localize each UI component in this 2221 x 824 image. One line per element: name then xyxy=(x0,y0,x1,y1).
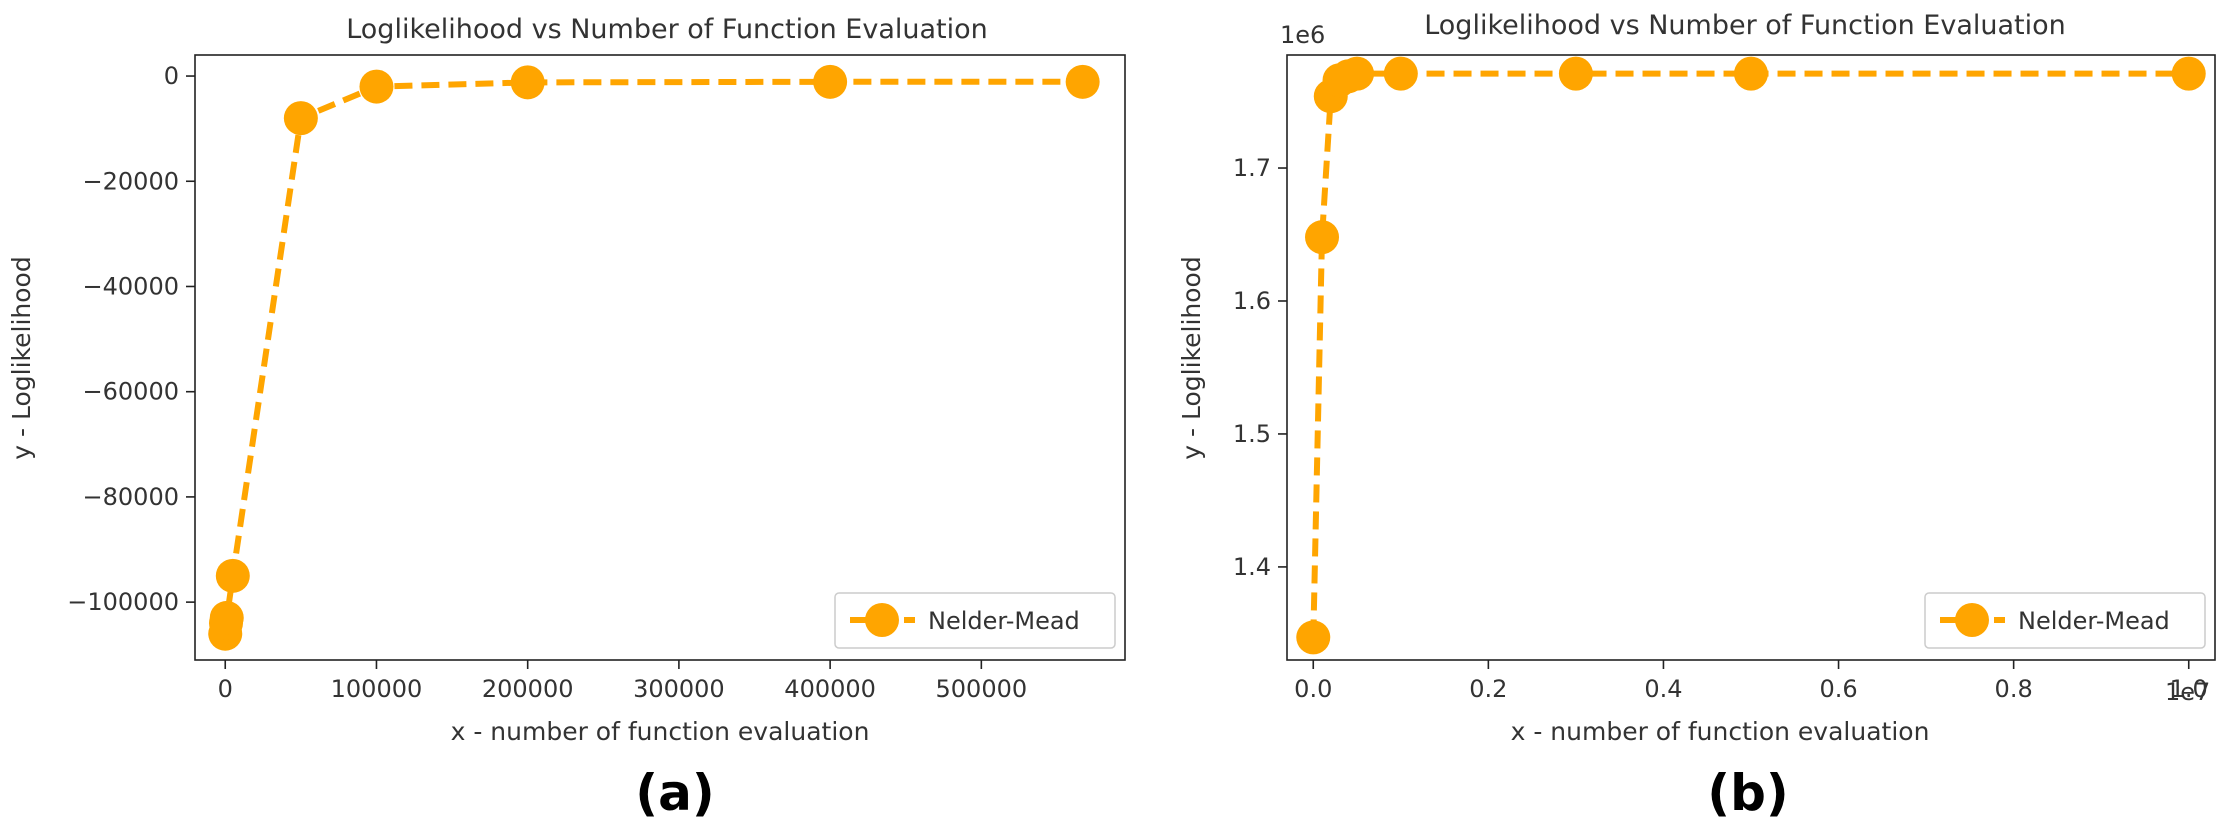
chart-panel-b: Loglikelihood vs Number of Function Eval… xyxy=(1177,10,2216,822)
data-point xyxy=(283,101,318,136)
y-tick-label: 1.6 xyxy=(1233,287,1271,315)
data-point xyxy=(1558,56,1593,91)
data-point xyxy=(1065,64,1100,99)
series-layer xyxy=(208,64,1100,651)
x-tick-label: 0.2 xyxy=(1469,675,1507,703)
legend-entry-label: Nelder-Mead xyxy=(2018,607,2170,635)
plot-area xyxy=(194,54,1126,661)
data-point xyxy=(510,65,545,100)
series-line-nelder-mead xyxy=(1310,70,2189,638)
data-point xyxy=(1340,56,1375,91)
data-point xyxy=(359,69,394,104)
legend: Nelder-Mead xyxy=(1924,592,2206,649)
data-point xyxy=(1383,56,1418,91)
x-tick-label: 1.0 xyxy=(2170,675,2208,703)
y-tick-label: −80000 xyxy=(83,483,179,511)
legend-box xyxy=(1924,592,2206,649)
x-axis-label: x - number of function evaluation xyxy=(451,717,870,746)
x-tick-label: 100000 xyxy=(331,675,423,703)
data-point xyxy=(215,558,250,593)
y-axis: 1.4 1.5 1.6 1.7 xyxy=(1233,154,1287,581)
data-point xyxy=(813,64,848,99)
data-point xyxy=(1305,220,1340,255)
chart-panel-a: Loglikelihood vs Number of Function Eval… xyxy=(7,14,1126,822)
y-tick-label: 1.4 xyxy=(1233,553,1271,581)
panel-label: (a) xyxy=(635,764,714,822)
panel-label: (b) xyxy=(1707,764,1789,822)
x-axis: 0.0 0.2 0.4 0.6 0.8 1.0 xyxy=(1294,660,2208,703)
x-axis-offset-label: 1e7 xyxy=(2165,678,2210,706)
x-tick-label: 0.4 xyxy=(1644,675,1682,703)
x-tick-label: 0.0 xyxy=(1294,675,1332,703)
x-axis-label: x - number of function evaluation xyxy=(1511,717,1930,746)
x-tick-label: 500000 xyxy=(936,675,1028,703)
y-tick-label: 1.5 xyxy=(1233,420,1271,448)
y-tick-label: 0 xyxy=(164,62,179,90)
chart-title: Loglikelihood vs Number of Function Eval… xyxy=(346,14,988,45)
chart-title: Loglikelihood vs Number of Function Eval… xyxy=(1424,10,2066,41)
data-point xyxy=(1296,620,1331,655)
legend-marker xyxy=(865,603,899,637)
y-axis: 0 −20000 −40000 −60000 −80000 −100000 xyxy=(67,62,195,616)
x-tick-label: 0.6 xyxy=(1819,675,1857,703)
series-line-nelder-mead xyxy=(222,78,1083,634)
x-axis: 0 100000 200000 300000 400000 500000 xyxy=(218,660,1028,703)
legend-entry-label: Nelder-Mead xyxy=(928,607,1080,635)
y-axis-offset-label: 1e6 xyxy=(1280,21,1325,49)
plot-area xyxy=(1286,54,2216,661)
data-point xyxy=(2171,56,2206,91)
x-tick-label: 0 xyxy=(218,675,233,703)
legend-box xyxy=(834,592,1116,649)
y-tick-label: 1.7 xyxy=(1233,154,1271,182)
y-tick-label: −40000 xyxy=(83,272,179,300)
y-tick-label: −60000 xyxy=(83,378,179,406)
y-axis-label: y - Loglikelihood xyxy=(7,256,36,459)
data-point xyxy=(1734,56,1768,91)
x-tick-label: 400000 xyxy=(784,675,876,703)
legend-marker xyxy=(1955,603,1989,637)
series-layer xyxy=(1296,56,2206,655)
y-tick-label: −20000 xyxy=(83,167,179,195)
x-tick-label: 300000 xyxy=(633,675,725,703)
x-tick-label: 0.8 xyxy=(1995,675,2033,703)
data-point xyxy=(209,600,244,635)
y-axis-label: y - Loglikelihood xyxy=(1177,256,1206,459)
x-tick-label: 200000 xyxy=(482,675,574,703)
y-tick-label: −100000 xyxy=(67,588,179,616)
legend: Nelder-Mead xyxy=(834,592,1116,649)
